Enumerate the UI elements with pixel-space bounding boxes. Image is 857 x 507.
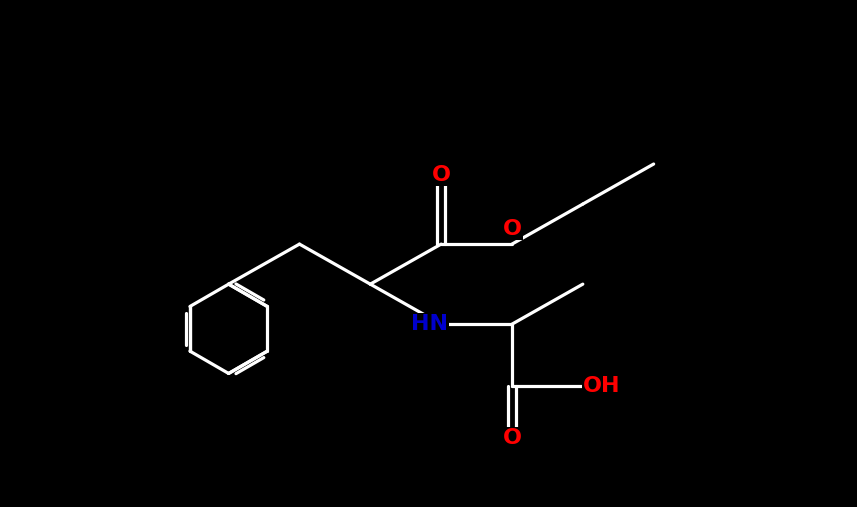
Text: O: O [502,219,521,239]
Text: HN: HN [411,314,448,334]
Text: O: O [432,165,451,185]
Text: O: O [502,428,521,448]
Text: OH: OH [584,376,620,396]
